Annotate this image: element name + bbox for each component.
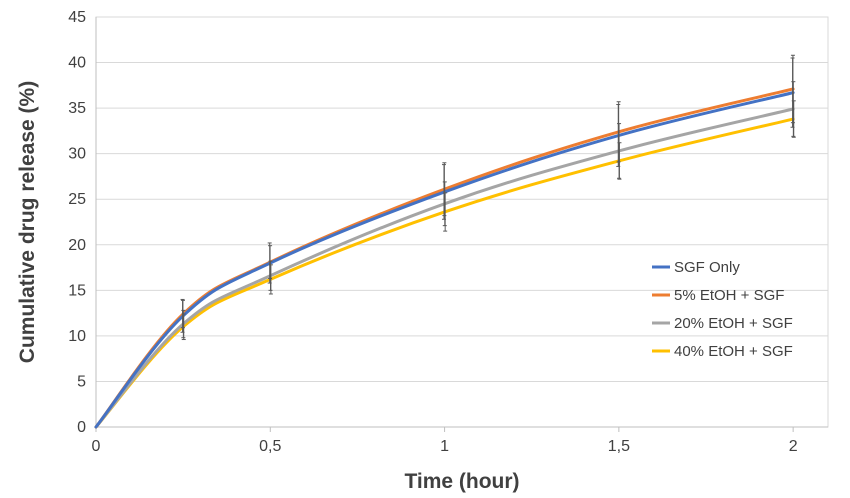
y-tick-label: 40 <box>68 55 86 72</box>
y-axis-ticks: 0 5 10 15 20 25 30 35 40 45 <box>68 9 86 436</box>
x-axis-title: Time (hour) <box>404 470 519 493</box>
y-tick-label: 45 <box>68 9 86 26</box>
x-tick-label: 1 <box>440 438 449 455</box>
legend-item: 5% EtOH + SGF <box>652 287 784 304</box>
x-axis-ticks: 0 0,5 1 1,5 2 <box>92 427 798 455</box>
legend-item: SGF Only <box>652 259 740 276</box>
legend: SGF Only 5% EtOH + SGF 20% EtOH + SGF 40% E… <box>652 259 793 360</box>
x-tick-label: 0 <box>92 438 101 455</box>
axes <box>95 17 828 428</box>
x-tick-label: 1,5 <box>608 438 630 455</box>
x-tick-label: 2 <box>789 438 798 455</box>
y-tick-label: 25 <box>68 191 86 208</box>
legend-item: 20% EtOH + SGF <box>652 315 793 332</box>
y-axis-title: Cumulative drug release (%) <box>16 81 39 363</box>
legend-label: 40% EtOH + SGF <box>674 343 793 360</box>
series-lines <box>94 87 795 429</box>
series-line-3 <box>94 107 795 429</box>
legend-label: 20% EtOH + SGF <box>674 315 793 332</box>
series-line-1 <box>94 91 795 429</box>
y-tick-label: 30 <box>68 146 86 163</box>
series-line-4 <box>94 117 795 429</box>
x-tick-label: 0,5 <box>259 438 281 455</box>
y-tick-label: 15 <box>68 282 86 299</box>
y-tick-label: 10 <box>68 328 86 345</box>
legend-label: 5% EtOH + SGF <box>674 287 784 304</box>
gridlines <box>96 16 828 382</box>
legend-item: 40% EtOH + SGF <box>652 343 793 360</box>
y-tick-label: 35 <box>68 100 86 117</box>
y-tick-label: 5 <box>77 373 86 390</box>
y-tick-label: 0 <box>77 419 86 436</box>
y-tick-label: 20 <box>68 237 86 254</box>
error-bars <box>180 54 796 341</box>
legend-label: SGF Only <box>674 259 740 276</box>
